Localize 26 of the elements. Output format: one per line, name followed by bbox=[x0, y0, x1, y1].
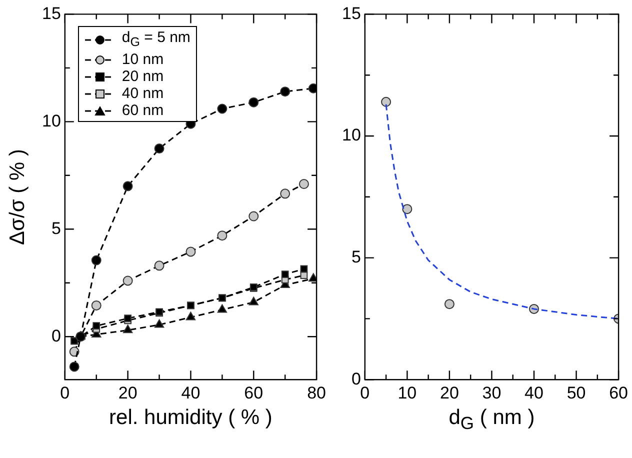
y-axis-title: Δσ/σ ( % ) bbox=[6, 148, 30, 245]
y-tick-label: 5 bbox=[351, 247, 361, 266]
x-axis-title: d$_{G}$ ( nm ) bbox=[448, 406, 536, 434]
legend-label: d$_{G}$ = 5 nm bbox=[122, 29, 190, 52]
x-tick-label: 60 bbox=[609, 383, 628, 402]
legend-label: 20 nm bbox=[122, 68, 164, 86]
y-tick-label: 0 bbox=[51, 326, 61, 346]
y-tick-label: 15 bbox=[42, 4, 61, 23]
x-tick-label: 20 bbox=[440, 383, 459, 402]
x-tick-label: 50 bbox=[566, 383, 586, 402]
y-tick-label: 0 bbox=[351, 369, 361, 388]
x-tick-label: 60 bbox=[244, 383, 264, 402]
y-tick-label: 5 bbox=[51, 218, 61, 238]
x-tick-label: 30 bbox=[482, 383, 502, 402]
x-tick-label: 40 bbox=[524, 383, 544, 402]
legend-label: 10 nm bbox=[122, 51, 164, 68]
x-tick-label: 40 bbox=[181, 383, 200, 402]
x-tick-label: 10 bbox=[398, 383, 417, 402]
y-tick-label: 15 bbox=[342, 4, 361, 23]
y-tick-label: 10 bbox=[42, 111, 61, 130]
y-tick-label: 10 bbox=[342, 126, 361, 145]
legend-label: 40 nm bbox=[122, 85, 164, 102]
x-axis-title: rel. humidity ( % ) bbox=[108, 406, 274, 430]
legend-label: 60 nm bbox=[122, 102, 164, 120]
x-tick-label: 80 bbox=[307, 383, 326, 402]
x-tick-label: 20 bbox=[118, 383, 138, 402]
